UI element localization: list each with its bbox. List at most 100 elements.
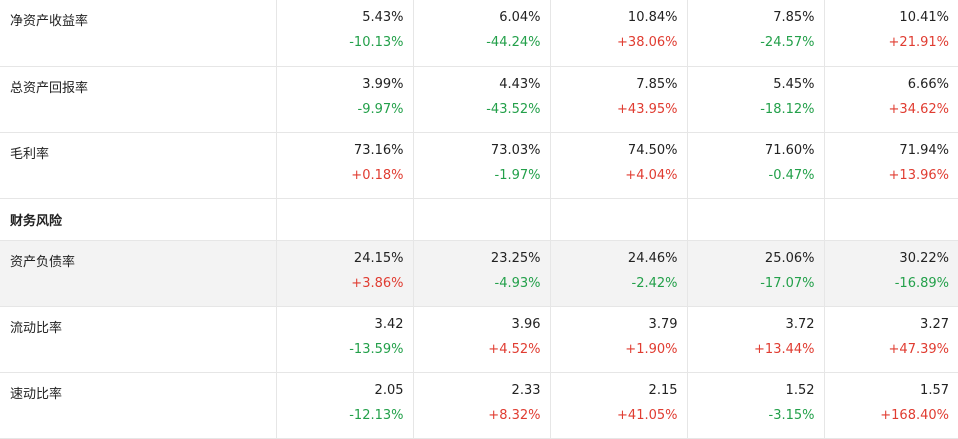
value-cell: 3.72 +13.44% xyxy=(687,306,825,373)
metric-value: 3.96 xyxy=(511,316,541,332)
yoy-change: -17.07% xyxy=(760,275,815,291)
value-cell: 71.94% +13.96% xyxy=(824,132,958,199)
value-cell: 7.85% -24.57% xyxy=(687,0,825,67)
yoy-change: +41.05% xyxy=(617,407,678,423)
yoy-change: +43.95% xyxy=(617,101,678,117)
metric-value: 4.43% xyxy=(499,76,541,92)
yoy-change: -16.89% xyxy=(894,275,949,291)
yoy-change: -12.13% xyxy=(349,407,404,423)
table-row[interactable]: 总资产回报率 3.99% -9.97% 4.43% -43.52% 7.85% +43.95… xyxy=(0,66,958,133)
yoy-change: +3.86% xyxy=(351,275,404,291)
value-cell: 6.04% -44.24% xyxy=(413,0,551,67)
metric-value: 74.50% xyxy=(627,142,678,158)
yoy-change: +4.04% xyxy=(625,167,678,183)
value-cell: 1.52 -3.15% xyxy=(687,372,825,439)
yoy-change: -10.13% xyxy=(349,35,404,50)
yoy-change: -24.57% xyxy=(760,35,815,50)
value-cell: 5.45% -18.12% xyxy=(687,66,825,133)
yoy-change: +21.91% xyxy=(888,35,949,50)
yoy-change: -2.42% xyxy=(631,275,678,291)
metric-value: 7.85% xyxy=(636,76,678,92)
yoy-change: -43.52% xyxy=(486,101,541,117)
value-cell: 6.66% +34.62% xyxy=(824,66,958,133)
table-row[interactable]: 毛利率 73.16% +0.18% 73.03% -1.97% 74.50% +4.04% 7… xyxy=(0,132,958,199)
value-cell: 3.27 +47.39% xyxy=(824,306,958,373)
yoy-change: +8.32% xyxy=(488,407,541,423)
value-cell: 10.84% +38.06% xyxy=(550,0,688,67)
empty-cell xyxy=(550,198,688,241)
yoy-change: +47.39% xyxy=(888,341,949,357)
value-cell: 1.57 +168.40% xyxy=(824,372,958,439)
value-cell: 23.25% -4.93% xyxy=(413,240,551,307)
value-cell: 5.43% -10.13% xyxy=(276,0,414,67)
value-cell: 2.33 +8.32% xyxy=(413,372,551,439)
yoy-change: +1.90% xyxy=(625,341,678,357)
yoy-change: -1.97% xyxy=(494,167,541,183)
value-cell: 10.41% +21.91% xyxy=(824,0,958,67)
metric-value: 1.52 xyxy=(785,382,815,398)
empty-cell xyxy=(413,198,551,241)
metric-value: 10.84% xyxy=(627,10,678,25)
empty-cell xyxy=(824,198,958,241)
value-cell: 3.96 +4.52% xyxy=(413,306,551,373)
table-row[interactable]: 速动比率 2.05 -12.13% 2.33 +8.32% 2.15 +41.05% 1.52… xyxy=(0,372,958,439)
value-cell: 7.85% +43.95% xyxy=(550,66,688,133)
metric-value: 30.22% xyxy=(899,250,949,266)
yoy-change: +13.96% xyxy=(888,167,949,183)
value-cell: 2.15 +41.05% xyxy=(550,372,688,439)
metric-label: 流动比率 xyxy=(0,306,277,373)
metric-label: 速动比率 xyxy=(0,372,277,439)
metric-value: 73.03% xyxy=(490,142,541,158)
table-row[interactable]: 流动比率 3.42 -13.59% 3.96 +4.52% 3.79 +1.90% 3.72 +… xyxy=(0,306,958,373)
value-cell: 25.06% -17.07% xyxy=(687,240,825,307)
metric-value: 24.46% xyxy=(627,250,678,266)
value-cell: 74.50% +4.04% xyxy=(550,132,688,199)
value-cell: 24.46% -2.42% xyxy=(550,240,688,307)
value-cell: 4.43% -43.52% xyxy=(413,66,551,133)
metric-value: 23.25% xyxy=(490,250,541,266)
metric-value: 3.79 xyxy=(648,316,678,332)
value-cell: 3.42 -13.59% xyxy=(276,306,414,373)
metric-value: 71.60% xyxy=(764,142,815,158)
value-cell: 3.79 +1.90% xyxy=(550,306,688,373)
value-cell: 73.16% +0.18% xyxy=(276,132,414,199)
metric-value: 2.05 xyxy=(374,382,404,398)
metric-value: 3.27 xyxy=(920,316,949,332)
metric-value: 3.42 xyxy=(374,316,404,332)
yoy-change: +13.44% xyxy=(754,341,815,357)
metric-label: 总资产回报率 xyxy=(0,66,277,133)
yoy-change: +34.62% xyxy=(888,101,949,117)
metric-value: 7.85% xyxy=(773,10,815,25)
metric-value: 73.16% xyxy=(353,142,404,158)
metric-value: 3.99% xyxy=(362,76,404,92)
table-row[interactable]: 净资产收益率 5.43% -10.13% 6.04% -44.24% 10.84% +38.… xyxy=(0,0,958,67)
yoy-change: +4.52% xyxy=(488,341,541,357)
metric-value: 1.57 xyxy=(920,382,949,398)
metric-value: 10.41% xyxy=(899,10,949,25)
yoy-change: -13.59% xyxy=(349,341,404,357)
metric-value: 3.72 xyxy=(785,316,815,332)
metric-label: 净资产收益率 xyxy=(0,0,277,67)
yoy-change: +0.18% xyxy=(351,167,404,183)
value-cell: 3.99% -9.97% xyxy=(276,66,414,133)
yoy-change: -0.47% xyxy=(768,167,815,183)
value-cell: 30.22% -16.89% xyxy=(824,240,958,307)
section-title: 财务风险 xyxy=(0,198,277,241)
section-header-row: 财务风险 xyxy=(0,198,958,241)
metric-value: 6.66% xyxy=(907,76,949,92)
empty-cell xyxy=(276,198,414,241)
yoy-change: -44.24% xyxy=(486,35,541,50)
value-cell: 73.03% -1.97% xyxy=(413,132,551,199)
table-row[interactable]: 资产负债率 24.15% +3.86% 23.25% -4.93% 24.46% -2.42… xyxy=(0,240,958,307)
yoy-change: +168.40% xyxy=(880,407,949,423)
yoy-change: -3.15% xyxy=(768,407,815,423)
empty-cell xyxy=(687,198,825,241)
metric-value: 24.15% xyxy=(353,250,404,266)
metric-value: 2.15 xyxy=(648,382,678,398)
metric-value: 71.94% xyxy=(899,142,949,158)
metric-value: 5.43% xyxy=(362,10,404,25)
metric-value: 5.45% xyxy=(773,76,815,92)
value-cell: 2.05 -12.13% xyxy=(276,372,414,439)
